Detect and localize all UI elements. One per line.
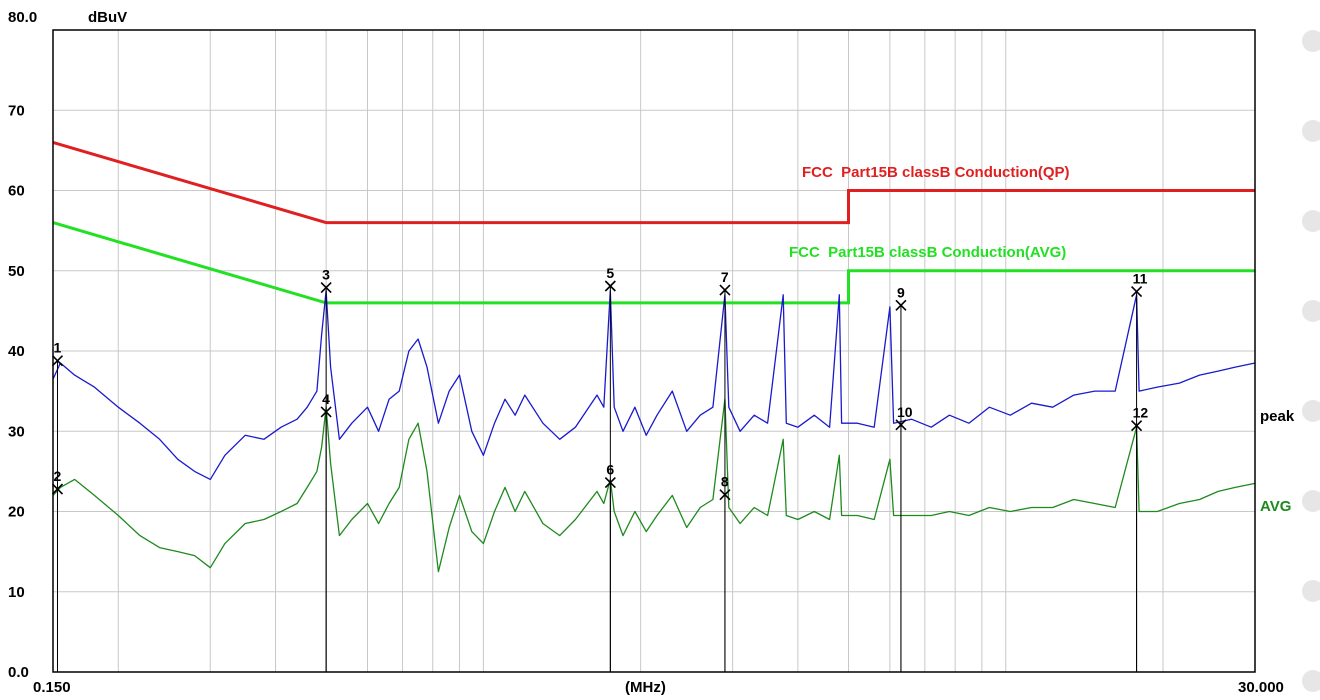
marker-label: 6: [606, 462, 614, 478]
marker-label: 4: [322, 391, 330, 407]
marker-label: 10: [897, 404, 913, 420]
side-decoration-circle: [1302, 490, 1320, 512]
side-decoration-circle: [1302, 670, 1320, 692]
limit-lines: [52, 140, 1255, 305]
side-decoration-circle: [1302, 400, 1320, 422]
marker-cross: [895, 299, 907, 311]
y-tick-label: 70: [8, 102, 25, 119]
x-min-label: 0.150: [33, 679, 71, 696]
marker-label: 5: [606, 265, 614, 281]
marker-label: 11: [1133, 271, 1148, 287]
y-tick-label: 80.0: [8, 9, 37, 26]
y-tick-label: 20: [8, 504, 25, 521]
limit-line: [52, 140, 1255, 225]
marker-label: 7: [721, 269, 729, 285]
marker-label: 8: [721, 474, 729, 490]
series-lines: [52, 290, 1256, 573]
avg-series-label: AVG: [1260, 498, 1291, 515]
side-decoration-circle: [1302, 300, 1320, 322]
y-tick-label: 0.0: [8, 664, 29, 681]
marker-label: 9: [897, 284, 905, 300]
marker-cross: [1131, 286, 1143, 298]
side-decoration-circle: [1302, 210, 1320, 232]
y-tick-label: 50: [8, 263, 25, 280]
marker-cross: [51, 355, 64, 367]
y-tick-label: 40: [8, 343, 25, 360]
plot-frame: [52, 29, 1256, 673]
marker-label: 3: [322, 267, 330, 283]
side-decoration-circle: [1302, 120, 1320, 142]
series-line: [52, 290, 1256, 481]
grid: [53, 30, 1255, 672]
marker-cross: [604, 477, 616, 489]
x-unit-label: (MHz): [625, 679, 666, 696]
marker-cross: [320, 406, 332, 418]
peak-series-label: peak: [1260, 408, 1295, 425]
limit-line: [52, 221, 1255, 305]
qp-limit-label: FCC Part15B classB Conduction(QP): [802, 164, 1070, 181]
marker-cross: [1131, 420, 1143, 432]
marker-cross: [320, 282, 332, 294]
side-decoration-circle: [1302, 580, 1320, 602]
y-tick-label: 30: [8, 423, 25, 440]
side-decoration-circle: [1302, 30, 1320, 52]
marker-cross: [51, 483, 64, 495]
marker-label: 12: [1133, 405, 1149, 421]
marker-label: 1: [53, 340, 61, 356]
x-max-label: 30.000: [1238, 679, 1284, 696]
y-unit-label: dBuV: [88, 9, 127, 26]
avg-limit-label: FCC Part15B classB Conduction(AVG): [789, 244, 1066, 261]
y-tick-label: 60: [8, 183, 25, 200]
series-line: [52, 398, 1256, 573]
y-tick-labels: 0.0 10 20 30 40 50 60 70 80.0: [8, 9, 37, 681]
marker-cross: [719, 489, 731, 501]
marker-cross: [604, 280, 616, 292]
y-tick-label: 10: [8, 584, 25, 601]
marker-cross: [895, 419, 907, 431]
marker-cross: [719, 284, 731, 296]
marker-label: 2: [53, 468, 61, 484]
